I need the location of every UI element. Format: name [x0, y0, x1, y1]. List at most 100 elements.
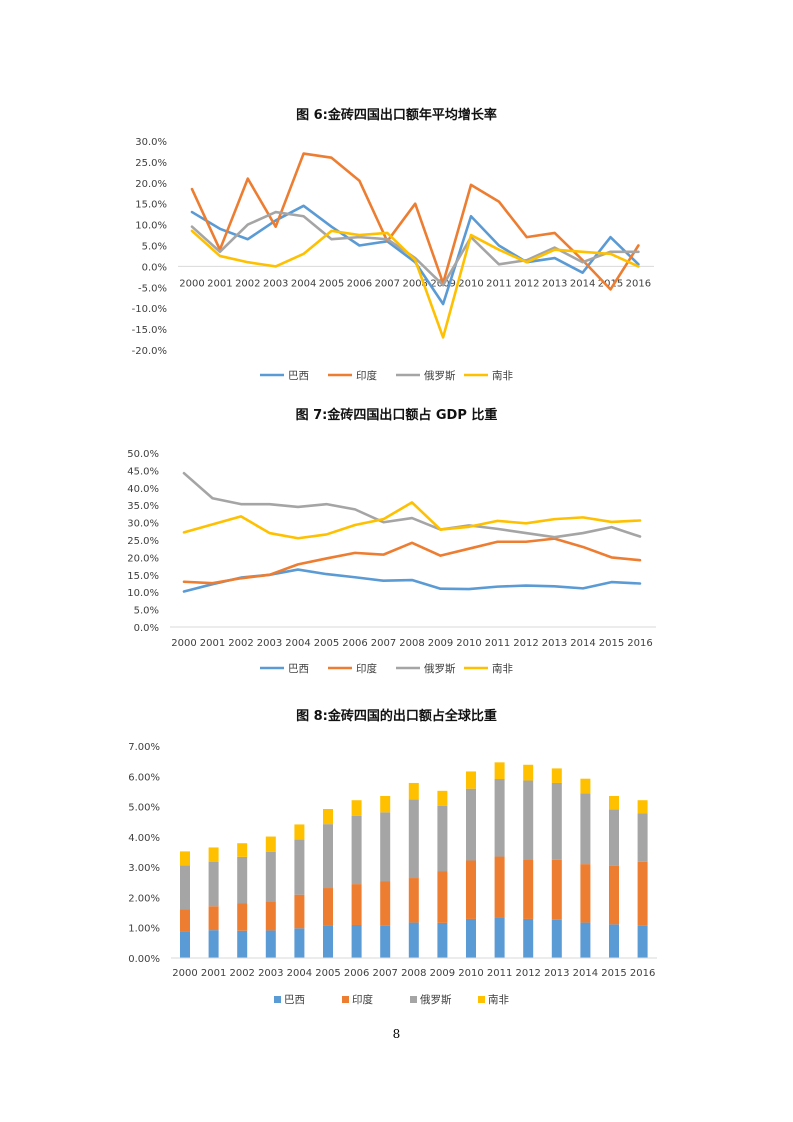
- x-tick-label: 2009: [430, 968, 455, 979]
- bar-segment-1: [551, 859, 562, 920]
- bar-segment-1: [609, 865, 619, 925]
- bar-segment-0: [294, 928, 305, 958]
- y-tick-label: 10.0%: [127, 588, 159, 599]
- x-tick-label: 2012: [515, 968, 540, 979]
- x-tick-label: 2003: [263, 278, 288, 289]
- x-tick-label: 2004: [285, 638, 310, 649]
- bar-segment-3: [180, 851, 190, 866]
- bar-segment-0: [523, 918, 534, 958]
- bar-segment-1: [208, 906, 219, 931]
- bar-segment-3: [437, 790, 448, 806]
- legend-swatch-2: [410, 996, 417, 1003]
- x-tick-label: 2014: [570, 278, 595, 289]
- series-line-3: [182, 501, 642, 540]
- legend-label-0: 巴西: [288, 663, 309, 675]
- legend-label-1: 印度: [352, 993, 373, 1006]
- y-tick-label: -10.0%: [132, 304, 167, 315]
- bar-segment-2: [580, 793, 591, 865]
- bar-segment-0: [609, 924, 619, 958]
- bar-segment-0: [466, 918, 476, 958]
- bar-segment-0: [551, 919, 562, 958]
- x-tick-label: 2015: [601, 968, 626, 979]
- y-tick-label: 45.0%: [127, 466, 159, 477]
- x-tick-label: 2002: [228, 638, 253, 649]
- page-number: 8: [392, 1027, 401, 1041]
- bar-segment-2: [494, 779, 505, 857]
- bar-segment-0: [580, 922, 591, 958]
- bar-segment-0: [180, 931, 190, 958]
- y-tick-label: 0.0%: [142, 262, 167, 273]
- y-tick-label: 20.0%: [127, 553, 159, 564]
- bar-segment-3: [351, 800, 362, 816]
- bar-segment-3: [323, 808, 333, 825]
- y-tick-label: 15.0%: [135, 200, 167, 211]
- bar-segment-3: [237, 843, 248, 857]
- bar-segment-3: [609, 795, 619, 810]
- x-tick-label: 2011: [486, 278, 511, 289]
- y-tick-label: -20.0%: [132, 346, 167, 357]
- x-tick-label: 2002: [235, 278, 260, 289]
- y-tick-label: 6.00%: [128, 772, 160, 783]
- x-tick-label: 2012: [513, 638, 538, 649]
- x-tick-label: 2001: [201, 968, 226, 979]
- y-tick-label: 35.0%: [127, 501, 159, 512]
- bar-segment-1: [494, 856, 505, 918]
- bar-segment-3: [466, 771, 476, 789]
- bar-segment-2: [208, 861, 219, 907]
- x-tick-label: 2006: [344, 968, 369, 979]
- y-tick-label: 2.00%: [128, 893, 160, 904]
- x-tick-label: 2008: [401, 968, 426, 979]
- legend-label-3: 南非: [488, 993, 509, 1006]
- bar-segment-3: [637, 800, 648, 814]
- bar-segment-1: [437, 871, 448, 923]
- y-tick-label: 0.0%: [134, 623, 159, 634]
- bar-segment-2: [237, 856, 248, 904]
- bar-segment-3: [580, 778, 591, 794]
- line-chart-export-growth: 30.0% 25.0% 20.0% 15.0% 10.0% 5.0% 0.0% -5.0% -1…: [132, 137, 654, 382]
- bar-segment-2: [323, 824, 333, 889]
- bar-segment-1: [265, 901, 276, 931]
- y-tick-label: 25.0%: [127, 536, 159, 547]
- bar-segment-2: [637, 813, 648, 862]
- legend-label-1: 印度: [356, 662, 377, 675]
- bar-segment-1: [380, 881, 391, 926]
- x-tick-label: 2000: [179, 278, 204, 289]
- y-tick-label: 5.0%: [142, 242, 167, 253]
- series-line-2: [182, 471, 642, 539]
- y-tick-label: 10.0%: [135, 221, 167, 232]
- x-tick-label: 2010: [456, 638, 481, 649]
- bar-segment-3: [294, 824, 305, 840]
- legend-label-2: 俄罗斯: [424, 369, 456, 382]
- x-tick-label: 2010: [458, 968, 483, 979]
- y-tick-label: 5.00%: [128, 803, 160, 814]
- x-tick-label: 2006: [342, 638, 367, 649]
- x-tick-label: 2013: [544, 968, 569, 979]
- bar-segment-2: [180, 865, 190, 910]
- chart-title-fig6: 图 6:金砖四国出口额年平均增长率: [296, 108, 497, 123]
- bar-segment-1: [323, 888, 333, 926]
- x-tick-label: 2012: [514, 278, 539, 289]
- chart-title-fig7: 图 7:金砖四国出口额占 GDP 比重: [295, 408, 498, 423]
- x-tick-label: 2016: [630, 968, 655, 979]
- legend-swatch-3: [478, 996, 485, 1003]
- y-tick-label: 20.0%: [135, 179, 167, 190]
- legend-label-2: 俄罗斯: [420, 993, 452, 1006]
- bar-segment-2: [408, 799, 419, 879]
- x-tick-label: 2003: [257, 638, 282, 649]
- bar-segment-1: [523, 859, 534, 919]
- x-tick-label: 2001: [200, 638, 225, 649]
- series-line-3: [190, 229, 640, 339]
- bar-segment-3: [523, 764, 534, 781]
- bar-segment-1: [466, 860, 476, 919]
- y-tick-label: -15.0%: [132, 325, 167, 336]
- bar-segment-1: [237, 903, 248, 931]
- legend-label-1: 印度: [356, 369, 377, 382]
- bar-segment-1: [180, 909, 190, 932]
- x-tick-label: 2006: [347, 278, 372, 289]
- x-tick-label: 2016: [627, 638, 652, 649]
- x-tick-label: 2008: [402, 278, 427, 289]
- x-tick-label: 2003: [258, 968, 283, 979]
- legend-label-0: 巴西: [284, 994, 305, 1006]
- y-tick-label: 30.0%: [135, 137, 167, 148]
- y-tick-label: 3.00%: [128, 863, 160, 874]
